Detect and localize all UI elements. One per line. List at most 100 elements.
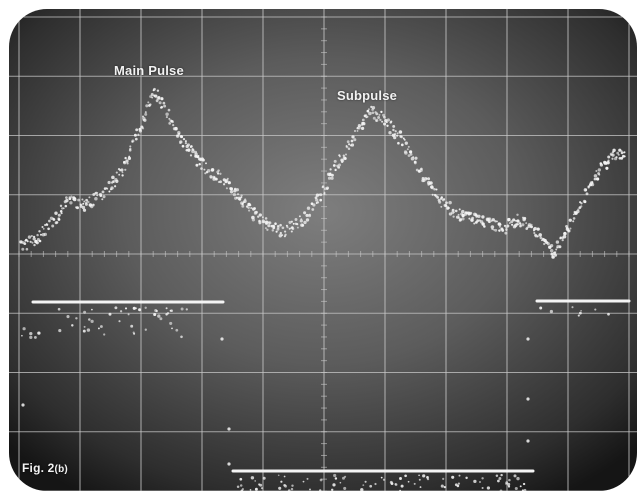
trace-dot	[268, 221, 272, 225]
trace-dot	[133, 133, 137, 137]
trace-dot	[572, 220, 575, 223]
trace-dot	[227, 181, 231, 185]
trace-dot	[350, 143, 355, 147]
trace-dot	[414, 156, 418, 160]
trace-dot	[77, 198, 81, 202]
trace-dot	[305, 218, 310, 222]
trace-dot	[408, 150, 413, 154]
trace-dot	[144, 112, 148, 116]
trace-dot	[546, 242, 550, 246]
trace-dot	[128, 155, 131, 158]
trace-dot	[340, 158, 344, 162]
trace-dot	[393, 133, 397, 136]
scatter-dot	[577, 314, 580, 317]
trace-dot	[403, 138, 406, 141]
trace-dot	[181, 144, 185, 148]
scatter-dot	[33, 335, 37, 339]
trace-dot	[255, 210, 258, 214]
trace-dot	[150, 93, 154, 96]
trace-dot	[158, 101, 162, 105]
trace-dot	[500, 227, 504, 231]
trace-dot	[281, 226, 285, 230]
trace-dot	[167, 108, 171, 112]
trace-dot	[157, 96, 161, 99]
trace-dot	[327, 176, 332, 180]
trace-dot	[79, 203, 82, 206]
scatter-dot	[400, 484, 404, 488]
trace-dot	[454, 209, 458, 213]
trace-dot	[225, 187, 228, 190]
trace-dot	[279, 231, 282, 235]
trace-dot	[392, 124, 396, 128]
trace-dot	[615, 156, 618, 159]
trace-dot	[407, 145, 410, 148]
trace-dot	[378, 113, 381, 116]
trace-dot	[457, 213, 460, 216]
trace-dot	[468, 217, 471, 220]
scatter-dot	[481, 477, 484, 480]
trace-dot	[296, 226, 299, 229]
scatter-dot	[343, 486, 347, 490]
trace-dot	[153, 94, 156, 97]
trace-dot	[562, 234, 567, 239]
scatter-dot	[309, 488, 311, 491]
isolated-dot	[526, 337, 530, 341]
trace-dot	[459, 218, 463, 222]
trace-dot	[68, 197, 72, 201]
scatter-dot	[119, 310, 123, 313]
scatter-dot	[319, 478, 323, 482]
trace-dot	[26, 240, 29, 243]
trace-dot	[185, 144, 189, 149]
trace-dot	[112, 180, 115, 183]
trace-dot	[554, 253, 558, 257]
trace-dot	[516, 223, 519, 226]
trace-dot	[272, 226, 276, 230]
scatter-dot	[418, 478, 421, 481]
trace-dot	[217, 172, 220, 175]
trace-dot	[338, 163, 341, 167]
trace-dot	[435, 188, 438, 191]
trace-dot	[134, 137, 138, 141]
trace-dot	[121, 171, 124, 174]
scatter-dot	[254, 480, 257, 482]
isolated-dot	[227, 427, 231, 431]
trace-dot	[611, 153, 615, 157]
trace-dot	[440, 205, 443, 208]
figure-caption: Fig. 2(b)	[22, 461, 68, 475]
figure-caption-suffix: (b)	[54, 464, 68, 475]
scatter-dot	[133, 332, 136, 335]
trace-dot	[371, 111, 375, 115]
trace-dot	[380, 110, 383, 114]
scatter-dot	[66, 315, 70, 319]
trace-dot	[212, 177, 216, 181]
scatter-dot	[404, 474, 407, 478]
trace-dot	[113, 185, 117, 188]
trace-dot	[177, 132, 181, 136]
trace-dot	[572, 213, 575, 216]
scatter-dot	[284, 484, 287, 488]
screen-background	[9, 9, 637, 491]
scatter-dot	[155, 309, 158, 313]
trace-dot	[38, 230, 41, 233]
trace-dot	[290, 230, 293, 233]
scatter-dot	[418, 474, 420, 477]
scatter-dot	[86, 328, 91, 332]
trace-dot	[206, 169, 211, 173]
trace-dot	[121, 174, 124, 177]
scatter-dot	[29, 335, 33, 340]
trace-dot	[143, 118, 147, 122]
trace-dot	[129, 147, 132, 151]
trace-dot	[576, 209, 580, 214]
trace-dot	[222, 183, 226, 186]
trace-dot	[234, 196, 238, 200]
scatter-dot	[82, 329, 86, 333]
trace-dot	[345, 153, 347, 156]
scatter-dot	[334, 477, 338, 480]
trace-dot	[124, 156, 127, 160]
trace-dot	[88, 203, 93, 207]
trace-dot	[402, 137, 405, 140]
trace-dot	[27, 235, 32, 239]
trace-dot	[55, 221, 59, 224]
trace-dot	[498, 225, 501, 228]
trace-dot	[203, 168, 206, 171]
